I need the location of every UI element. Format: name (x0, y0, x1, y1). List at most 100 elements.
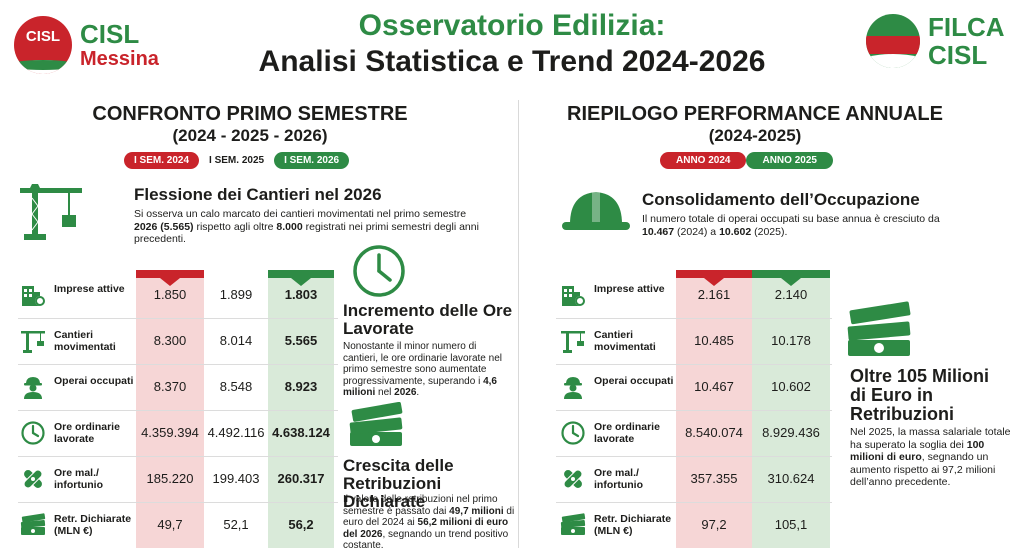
left-table-cell: 1.803 (284, 287, 318, 302)
logo-left-name: CISL (80, 19, 140, 49)
right-feature1-title: Consolidamento dell’Occupazione (642, 190, 920, 209)
left-feature3-title: Crescita delle Retribuzioni Dichiarate (343, 456, 454, 511)
left-table-cell: 1.899 (219, 287, 253, 302)
right-table-row-label: Retr. Dichiarate (MLN €) (594, 513, 672, 537)
right-table-row-divider (556, 410, 832, 411)
left-table-cell: 5.565 (284, 333, 318, 348)
right-table-column-1-notch (781, 278, 801, 286)
left-table-cell: 56,2 (288, 517, 314, 532)
left-table-cell: 185.220 (146, 471, 194, 486)
left-legend: I SEM. 2024 I SEM. 2025 I SEM. 2026 (124, 152, 350, 169)
left-feature1-text: Si osserva un calo marcato dei cantieri … (134, 208, 479, 245)
section-divider (518, 100, 519, 548)
legend-2024: I SEM. 2024 (124, 152, 200, 169)
clock-icon (560, 420, 586, 446)
right-table-cell: 357.355 (690, 471, 738, 486)
right-table-row-divider (556, 364, 832, 365)
money-icon (20, 512, 46, 538)
money-stack-icon (844, 298, 914, 365)
left-subtitle: (2024 - 2025 - 2026) (172, 126, 328, 145)
worker-icon (560, 374, 586, 400)
left-table-row-label: Ore mal./ infortunio (54, 467, 103, 491)
right-table-row-label: Ore ordinarie lavorate (594, 421, 660, 445)
left-table-cell: 8.548 (219, 379, 253, 394)
left-table-column-2-notch (291, 278, 311, 286)
right-feature2-text: Nel 2025, la massa salariale totale ha s… (850, 426, 1011, 488)
crane-icon (20, 328, 46, 354)
left-table-row-divider (18, 364, 338, 365)
right-table-column-0-notch (704, 278, 724, 286)
clock-icon (20, 420, 46, 446)
right-table-row-divider (556, 456, 832, 457)
left-table-cell: 4.359.394 (141, 425, 199, 440)
right-table-row-divider (556, 502, 832, 503)
left-table-row-label: Imprese attive (54, 283, 125, 295)
right-table-cell: 10.485 (694, 333, 734, 348)
left-table-cell: 4.492.116 (207, 425, 265, 440)
left-feature2-title: Incremento delle Ore Lavorate (343, 301, 513, 338)
filca-cisl-logo: FILCA CISL (866, 14, 1005, 68)
left-table-cell: 8.014 (219, 333, 253, 348)
crane-icon (560, 328, 586, 354)
left-section-title: CONFRONTO PRIMO SEMESTRE (2024 - 2025 - … (40, 103, 460, 147)
building-gear-icon (560, 282, 586, 308)
right-section-title: RIEPILOGO PERFORMANCE ANNUALE (2024-2025… (545, 103, 965, 147)
left-feature2-text: Nonostante il minor numero di cantieri, … (343, 341, 502, 398)
page-title-line2: Analisi Statistica e Trend 2024-2026 (258, 45, 766, 78)
right-table-cell: 8.540.074 (685, 425, 743, 440)
left-table-row-divider (18, 318, 338, 319)
logo-left-city: Messina (80, 48, 159, 70)
right-feature2-title: Oltre 105 Milioni di Euro in Retribuzion… (850, 366, 990, 424)
legend-2025: I SEM. 2025 (199, 152, 275, 169)
right-table-row-label: Cantieri movimentati (594, 329, 656, 353)
worker-icon (20, 374, 46, 400)
right-table-row-label: Ore mal./ infortunio (594, 467, 643, 491)
page-title-line1: Osservatorio Edilizia: (358, 9, 666, 42)
right-table-row-label: Operai occupati (594, 375, 674, 387)
money-icon (346, 401, 406, 457)
right-table-cell: 10.602 (771, 379, 811, 394)
left-table-column-0-notch (160, 278, 180, 286)
right-table-cell: 8.929.436 (762, 425, 820, 440)
right-legend: ANNO 2024 ANNO 2025 (660, 152, 833, 169)
legend-2026: I SEM. 2026 (274, 152, 350, 169)
right-title: RIEPILOGO PERFORMANCE ANNUALE (567, 103, 943, 125)
left-table-cell: 199.403 (212, 471, 260, 486)
left-table-column-0-cap (136, 270, 204, 278)
left-feature1-title: Flessione dei Cantieri nel 2026 (134, 185, 382, 204)
right-subtitle: (2024-2025) (708, 126, 802, 145)
left-table-cell: 49,7 (157, 517, 183, 532)
left-table-row-divider (18, 456, 338, 457)
right-table-row-label: Imprese attive (594, 283, 665, 295)
page-title: Osservatorio Edilizia: Analisi Statistic… (210, 8, 814, 80)
bandage-icon (560, 466, 586, 492)
logo-right-org: CISL (928, 40, 988, 70)
right-table-cell: 310.624 (767, 471, 815, 486)
left-table-cell: 8.300 (153, 333, 187, 348)
right-table-column-0-cap (676, 270, 752, 278)
left-table-row-label: Operai occupati (54, 375, 134, 387)
right-feature1-text: Il numero totale di operai occupati su b… (642, 213, 940, 238)
bandage-icon (20, 466, 46, 492)
right-table-cell: 2.161 (697, 287, 731, 302)
right-table-cell: 10.178 (771, 333, 811, 348)
left-table-cell: 260.317 (277, 471, 325, 486)
cisl-messina-logo: CISL CISL Messina (14, 16, 159, 74)
hardhat-icon (560, 186, 632, 241)
left-table-cell: 8.370 (153, 379, 187, 394)
legend-anno-2025: ANNO 2025 (746, 152, 833, 169)
left-table-row-divider (18, 410, 338, 411)
left-table-row-label: Ore ordinarie lavorate (54, 421, 120, 445)
cisl-logo-mark-text: CISL (25, 28, 61, 45)
left-table-cell: 1.850 (153, 287, 187, 302)
left-title: CONFRONTO PRIMO SEMESTRE (92, 103, 408, 125)
left-table-row-label: Retr. Dichiarate (MLN €) (54, 513, 132, 537)
left-table-row-divider (18, 502, 338, 503)
building-gear-icon (20, 282, 46, 308)
clock-icon (352, 244, 406, 303)
left-feature3-text: Il valore delle retribuzioni nel primo s… (343, 494, 515, 551)
crane-icon (18, 182, 84, 245)
right-table-cell: 10.467 (694, 379, 734, 394)
left-table-cell: 4.638.124 (272, 425, 330, 440)
left-table-row-label: Cantieri movimentati (54, 329, 116, 353)
